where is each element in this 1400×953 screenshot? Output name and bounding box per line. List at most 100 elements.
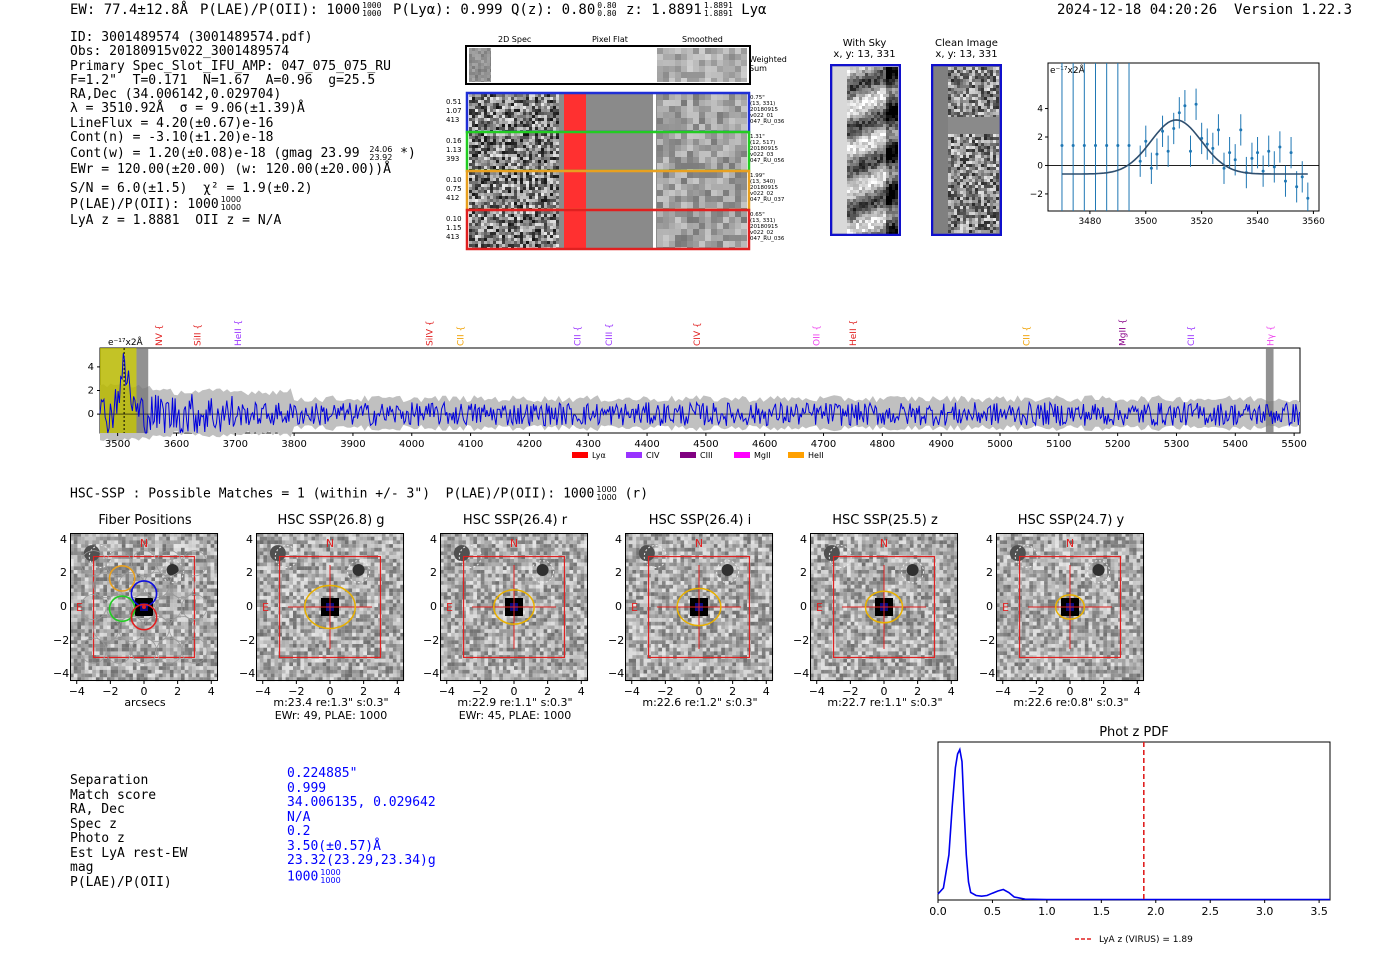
row-fiber-info: 1.31" (12, 517) 20180915 v022_03 047_RU_056 <box>750 134 784 164</box>
match-label: Match score <box>70 787 157 803</box>
info-lya-z: LyA z = 1.8881 OII z = N/A <box>70 212 282 228</box>
spectrum-xtick-label: 3700 <box>223 439 248 450</box>
spectrum-xtick-label: 5000 <box>987 439 1012 450</box>
info-ewr: EWr = 120.00(±20.00) (w: 120.00(±20.00))… <box>70 162 391 178</box>
qz-fraction: 0.80 0.80 <box>597 1 617 18</box>
cutout-ytick: 2 <box>615 566 622 580</box>
pdf-xtick-label: 3.0 <box>1256 905 1274 918</box>
row-values: 0.16 1.13 393 <box>446 137 462 164</box>
z-value: z: 1.8891 <box>626 2 702 18</box>
row-lya-band <box>564 211 586 248</box>
row-value: 1.13 <box>446 146 462 154</box>
fit-xtick-label: 3500 <box>1134 217 1157 227</box>
aperture-ellipse <box>864 590 904 624</box>
legend-swatch <box>734 452 750 458</box>
cutout-ytick: 0 <box>800 600 807 613</box>
row-value: 413 <box>446 233 460 241</box>
plae-fraction: 1000 1000 <box>362 1 382 18</box>
spec2d-image <box>465 45 751 251</box>
spectrum-line-label: CIV { <box>693 322 703 346</box>
cutout-xtick-label: 4 <box>948 685 955 698</box>
cutout-ytick: −2 <box>53 633 70 647</box>
fiber-position <box>181 550 208 577</box>
info-sn: S/N = 6.0(±1.5) χ² = 1.9(±0.2) <box>70 180 313 196</box>
cutout-caption-2: EWr: 45, PLAE: 1000 <box>458 709 572 722</box>
row-info-line: 20180915 <box>750 146 778 152</box>
info-id: ID: 3001489574 (3001489574.pdf) <box>70 30 313 45</box>
row-fiber-info: 0.65" (13, 331) 20180915 v022_02 047_RU_036 <box>750 212 784 242</box>
neighbor-source <box>166 564 179 576</box>
spectrum-line-label: HeII { <box>234 320 244 346</box>
fit-point <box>1155 152 1159 156</box>
weighted-smoothed-strip <box>657 48 747 82</box>
row-separator <box>653 211 656 248</box>
row-info-line: 0.75" <box>750 95 765 101</box>
cutout-ytick: 0 <box>430 600 437 613</box>
neighbor-aperture <box>161 560 185 584</box>
match-label: Spec z <box>70 816 117 832</box>
clean-gap <box>948 117 999 134</box>
fit-point <box>1261 169 1265 173</box>
fit-ytick-label: 4 <box>1037 105 1043 115</box>
withsky-coords: x, y: 13, 331 <box>833 49 896 60</box>
row-2d-noise <box>469 172 559 209</box>
spectrum-window-3 <box>1265 348 1274 433</box>
cutout-xtick-label: −4 <box>70 685 85 698</box>
pdf-curve <box>937 746 1330 901</box>
fit-unit: e⁻¹⁷x2Å <box>1050 64 1086 76</box>
info-plae: P(LAE)/P(OII): 1000 1000 1000 <box>70 195 242 213</box>
fit-point <box>1149 166 1153 170</box>
cutout-ytick: 4 <box>246 532 253 546</box>
cutout-caption: m:22.9 re:1.1" s:0.3" <box>457 696 573 709</box>
fit-point <box>1278 145 1282 149</box>
spectrum-line-label: NV { <box>155 325 165 346</box>
fit-point <box>1211 146 1215 150</box>
spec2d-row <box>465 169 751 212</box>
cutout-ytick: −4 <box>793 667 810 681</box>
hsc-summary-filter: (r) <box>624 486 649 502</box>
cutout-xtick-label: 0 <box>881 685 888 698</box>
fit-point <box>1166 149 1170 153</box>
search-box <box>92 555 196 659</box>
withsky-title: With Sky <box>842 38 887 49</box>
spectrum-xtick-label: 3500 <box>105 439 130 450</box>
row-lya-band <box>564 133 586 170</box>
cutout-frame <box>625 533 773 681</box>
cutout-ytick: −2 <box>608 633 625 647</box>
fit-xtick-label: 3560 <box>1302 217 1325 227</box>
cutout-ytick: 0 <box>986 600 993 613</box>
cutout-image: N E −4 −2 0 2 4 <box>810 533 959 698</box>
cutout-panel: HSC SSP(25.5) z N E −4 −2 0 2 4 4 2 0 −2 −4 m:22.7 re… <box>793 512 960 727</box>
spectrum-ytick-label: 2 <box>88 386 94 397</box>
fit-point <box>1272 165 1276 169</box>
info-fiber: F=1.2" T=0.171 N=1.67 A=0.96 g=25.5 <box>70 72 376 88</box>
cutout-title: HSC SSP(24.7) y <box>1017 513 1125 528</box>
fit-point <box>1239 128 1243 132</box>
row-value: 0.51 <box>446 98 462 106</box>
row-value: 393 <box>446 155 460 163</box>
match-value: 0.999 <box>287 780 327 796</box>
north-label: N <box>695 537 703 550</box>
photz-pdf-plot: Phot z PDF 0.0 0.5 1.0 1.5 2.0 2.5 3.0 3.5 LyA z … <box>929 725 1331 945</box>
cutout-frame <box>996 533 1144 681</box>
search-box <box>278 555 382 659</box>
row-info-line: (12, 517) <box>750 140 776 146</box>
pdf-xtick-label: 2.0 <box>1147 905 1165 918</box>
row-2d-noise <box>469 211 559 248</box>
row-frame <box>465 208 751 251</box>
cutout-ytick: 4 <box>986 532 993 546</box>
fit-point <box>1267 149 1271 153</box>
fit-ytick-label: 0 <box>1037 161 1043 171</box>
pdf-xtick-label: 1.0 <box>1038 905 1056 918</box>
row-lya-band <box>564 172 586 209</box>
row-info-line: 047_RU_036 <box>750 119 785 125</box>
match-value: 1000 1000 1000 <box>287 867 341 885</box>
fit-point <box>1105 144 1109 148</box>
header-plae: P(LAE)/P(OII): 1000 1000 1000 <box>200 1 382 19</box>
neighbor-aperture <box>716 560 740 584</box>
cutout-xtick-label: −4 <box>625 685 640 698</box>
legend-label: CIV <box>646 451 660 460</box>
row-values: 0.10 1.15 413 <box>446 215 462 242</box>
cutout-caption: m:22.6 re:0.8" s:0.3" <box>1013 696 1129 709</box>
cutout-xtick-label: 2 <box>1100 685 1107 698</box>
